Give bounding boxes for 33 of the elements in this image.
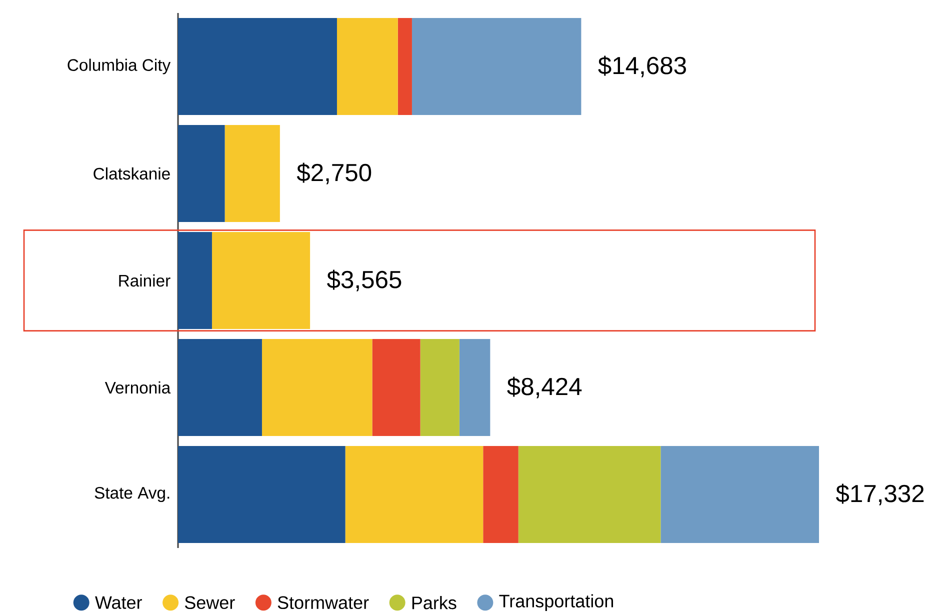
bar [178,124,225,222]
bar [336,18,398,115]
bar [212,232,310,329]
bar [224,124,280,222]
bar [345,446,484,543]
bar [178,446,346,543]
bar [372,338,420,436]
legend-label: Transportation [499,594,614,612]
bar [178,232,212,329]
bar [178,18,337,115]
legend-label: Sewer [184,596,235,610]
y-tick-label: State Avg. [94,486,170,502]
bar [459,338,490,436]
bar [412,18,582,115]
legend-label: Stormwater [278,596,369,610]
bar [178,338,262,436]
bar [483,446,518,543]
legend-label: Parks [412,596,456,610]
bar [660,446,819,543]
annotation: $17,332 [836,484,924,506]
bar [262,338,372,436]
y-tick-label: Columbia City [68,58,171,74]
y-tick-label: Rainier [119,274,170,287]
annotation: $8,424 [507,376,582,398]
annotation: $2,750 [296,162,372,184]
y-tick-label: Clatskanie [94,167,170,180]
annotation: $14,683 [598,56,686,78]
bar [398,18,412,115]
legend-label: Water [95,596,142,609]
annotation: $3,565 [327,270,402,292]
bar [420,338,460,436]
y-tick-label: Vernonia [104,381,171,394]
bar [518,446,661,543]
